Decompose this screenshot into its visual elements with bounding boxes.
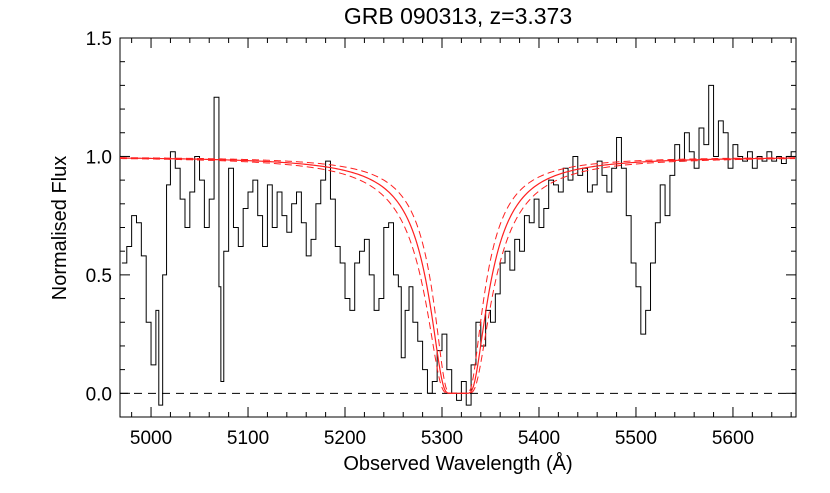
y-tick-label: 1.0 (86, 147, 112, 168)
x-axis-title: Observed Wavelength (Å) (343, 452, 572, 475)
x-tick-label: 5200 (324, 428, 366, 449)
y-tick-label: 0.5 (86, 266, 112, 287)
x-axis: 5000 5100 5200 5300 5400 5500 5600 (130, 38, 792, 449)
x-tick-label: 5000 (130, 428, 172, 449)
x-tick-label: 5400 (518, 428, 560, 449)
plot-inner (120, 84, 796, 406)
plot-area (120, 84, 796, 406)
dla-fit-lower (120, 157, 796, 394)
y-tick-label: 1.5 (86, 29, 112, 50)
y-axis: 0.0 0.5 1.0 1.5 (86, 29, 796, 405)
x-tick-label: 5300 (421, 428, 463, 449)
dla-fit-best (120, 157, 796, 394)
plot-frame (119, 37, 797, 418)
spectrum-series (121, 84, 796, 406)
x-tick-label: 5600 (712, 428, 754, 449)
dla-fit-upper (120, 158, 796, 394)
x-tick-label: 5500 (615, 428, 657, 449)
y-tick-label: 0.0 (86, 384, 112, 405)
x-tick-label: 5100 (227, 428, 269, 449)
chart-title: GRB 090313, z=3.373 (344, 3, 572, 29)
y-axis-title: Normalised Flux (49, 156, 71, 300)
